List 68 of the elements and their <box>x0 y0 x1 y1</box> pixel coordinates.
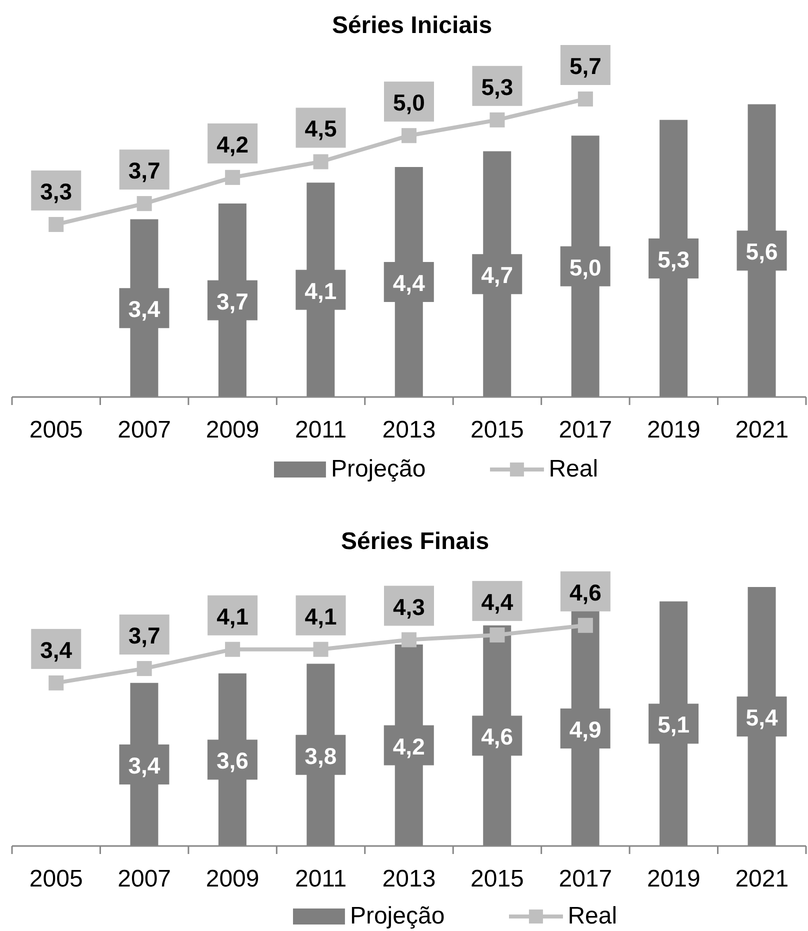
data-label: 5,7 <box>569 53 602 79</box>
x-tick-label: 2013 <box>382 866 436 892</box>
point <box>136 196 152 212</box>
legend-label: Projeção <box>330 456 426 482</box>
data-label: 4,3 <box>393 594 425 620</box>
point <box>402 632 416 648</box>
data-label: 4,4 <box>392 270 426 296</box>
data-label: 3,7 <box>216 288 248 314</box>
data-label: 3,8 <box>304 742 337 769</box>
point <box>225 642 240 657</box>
data-label: 4,1 <box>304 603 337 630</box>
data-label: 4,1 <box>216 603 249 630</box>
x-tick-label: 2005 <box>29 416 83 444</box>
point <box>48 216 64 232</box>
legend-label: Real <box>568 902 618 930</box>
point <box>578 92 593 106</box>
x-tick-label: 2005 <box>29 866 83 892</box>
x-tick-label: 2013 <box>382 416 436 444</box>
x-tick-label: 2015 <box>470 416 524 444</box>
data-label: 4,6 <box>569 579 602 606</box>
data-label: 5,1 <box>658 712 690 738</box>
x-tick-label: 2017 <box>558 866 612 892</box>
data-label: 4,4 <box>481 588 514 615</box>
x-tick-label: 2021 <box>735 416 789 444</box>
point <box>48 675 64 690</box>
x-tick-label: 2007 <box>118 866 172 892</box>
legend-label: Projeção <box>350 902 445 930</box>
data-label: 4,7 <box>481 262 514 288</box>
x-tick-label: 2007 <box>118 416 172 444</box>
point <box>225 170 240 185</box>
data-label: 4,2 <box>216 131 249 158</box>
point <box>313 642 328 657</box>
data-label: 3,4 <box>40 636 72 663</box>
x-tick-label: 2009 <box>206 866 260 892</box>
data-label: 5,6 <box>746 238 778 265</box>
data-label: 5,0 <box>569 254 602 280</box>
data-label: 4,2 <box>392 733 425 760</box>
x-tick-label: 2011 <box>294 866 347 892</box>
data-label: 5,4 <box>746 704 778 730</box>
x-tick-label: 2017 <box>558 416 612 444</box>
chart-title: Séries Iniciais <box>332 12 492 40</box>
point <box>402 128 416 144</box>
data-label: 5,0 <box>393 90 425 116</box>
data-label: 3,3 <box>40 178 72 204</box>
x-tick-label: 2009 <box>206 416 260 444</box>
data-label: 5,3 <box>481 74 514 100</box>
x-tick-label: 2019 <box>646 866 700 892</box>
data-label: 4,6 <box>481 724 514 750</box>
x-tick-label: 2015 <box>470 866 524 892</box>
x-tick-label: 2021 <box>735 866 789 892</box>
data-label: 3,7 <box>128 622 160 649</box>
x-tick-label: 2019 <box>646 416 700 444</box>
data-label: 5,3 <box>658 246 690 272</box>
data-label: 4,9 <box>569 716 602 742</box>
data-label: 3,7 <box>128 158 160 184</box>
data-label: 3,6 <box>216 748 248 774</box>
x-tick-label: 2011 <box>294 416 347 444</box>
point <box>490 112 505 128</box>
data-label: 4,1 <box>304 278 337 304</box>
data-label: 4,5 <box>304 116 337 142</box>
point <box>578 618 593 633</box>
point <box>313 154 328 170</box>
data-label: 3,4 <box>128 296 160 322</box>
legend-label: Real <box>548 456 598 482</box>
point <box>136 661 152 676</box>
data-label: 3,4 <box>128 752 160 778</box>
chart-title: Séries Finais <box>340 528 490 556</box>
point <box>490 627 505 642</box>
